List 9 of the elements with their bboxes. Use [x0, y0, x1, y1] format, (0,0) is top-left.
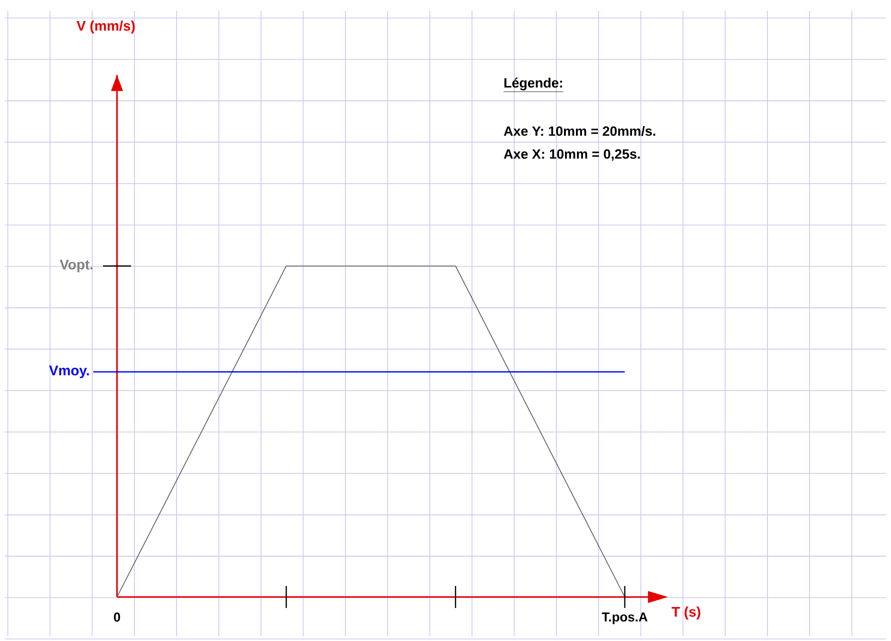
text: Légende: [504, 78, 562, 90]
text: Axe Y: 10mm = 20mm/s. [504, 126, 656, 136]
x-tick-label: 0 [114, 612, 120, 622]
text: Axe X: 10mm = 0,25s. [504, 149, 640, 161]
text: Vopt. [60, 260, 93, 272]
text: V (mm/s) [76, 20, 135, 34]
x-tick-label: T.pos.A [602, 612, 648, 624]
ref-line-label: Vmoy. [49, 366, 89, 378]
x-axis-title: T (s) [672, 606, 700, 620]
